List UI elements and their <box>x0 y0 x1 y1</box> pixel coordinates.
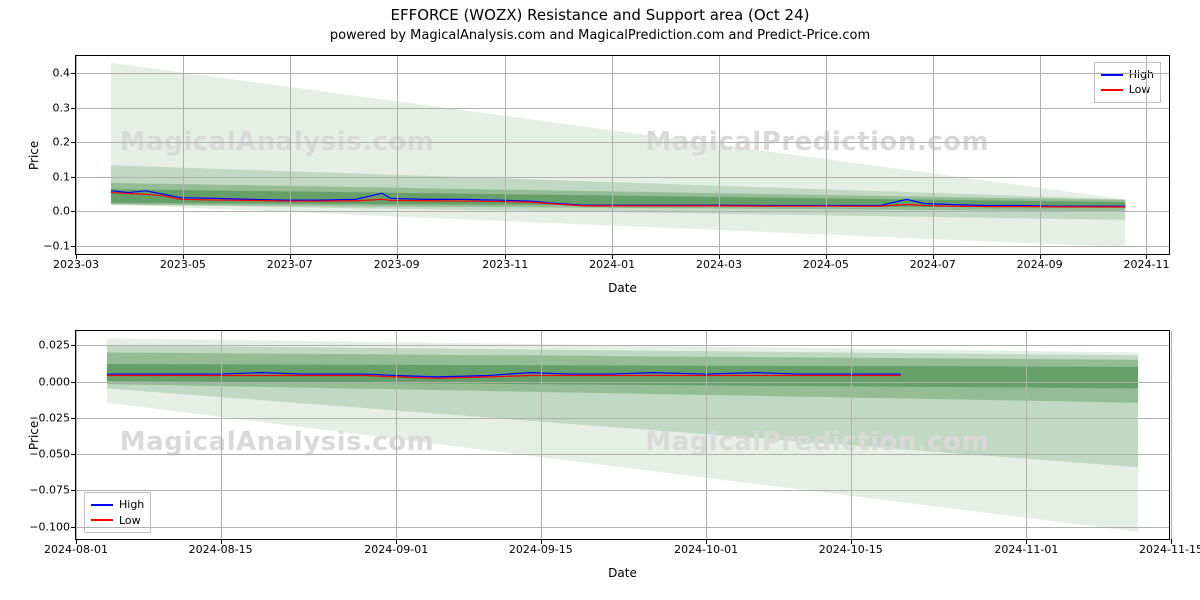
bottom-y-axis-label: Price <box>27 421 41 450</box>
bottom-chart-svg <box>76 331 1169 539</box>
y-tick-label: −0.100 <box>29 520 76 533</box>
gridline-horizontal <box>76 454 1169 455</box>
gridline-horizontal <box>76 73 1169 74</box>
chart-title: EFFORCE (WOZX) Resistance and Support ar… <box>0 6 1200 24</box>
legend-item: High <box>91 497 144 512</box>
gridline-horizontal <box>76 418 1169 419</box>
x-tick-label: 2024-09-01 <box>364 539 428 556</box>
gridline-horizontal <box>76 527 1169 528</box>
support-resistance-band <box>111 63 1125 247</box>
x-tick-label: 2024-11-01 <box>994 539 1058 556</box>
gridline-vertical <box>1040 56 1041 254</box>
gridline-vertical <box>826 56 827 254</box>
x-tick-label: 2024-01 <box>589 254 635 271</box>
x-tick-label: 2024-08-01 <box>44 539 108 556</box>
legend-swatch <box>91 519 113 521</box>
y-tick-label: 0.3 <box>53 101 77 114</box>
y-tick-label: 0.2 <box>53 136 77 149</box>
x-tick-label: 2024-07 <box>910 254 956 271</box>
y-tick-label: 0.000 <box>39 375 77 388</box>
gridline-horizontal <box>76 246 1169 247</box>
legend-label: High <box>119 497 144 512</box>
x-tick-label: 2024-09-15 <box>509 539 573 556</box>
top-x-axis-label: Date <box>75 281 1170 295</box>
gridline-vertical <box>290 56 291 254</box>
gridline-horizontal <box>76 142 1169 143</box>
gridline-horizontal <box>76 382 1169 383</box>
gridline-vertical <box>76 331 77 539</box>
x-tick-label: 2023-11 <box>482 254 528 271</box>
x-tick-label: 2024-09 <box>1017 254 1063 271</box>
gridline-vertical <box>183 56 184 254</box>
y-tick-label: 0.0 <box>53 205 77 218</box>
x-tick-label: 2023-07 <box>267 254 313 271</box>
y-tick-label: −0.075 <box>29 484 76 497</box>
top-chart-svg <box>76 56 1169 254</box>
gridline-vertical <box>1146 56 1147 254</box>
gridline-horizontal <box>76 211 1169 212</box>
gridline-vertical <box>505 56 506 254</box>
gridline-vertical <box>706 331 707 539</box>
gridline-vertical <box>541 331 542 539</box>
legend-top: HighLow <box>1094 62 1161 103</box>
gridline-vertical <box>1171 331 1172 539</box>
x-tick-label: 2024-03 <box>696 254 742 271</box>
x-tick-label: 2023-03 <box>53 254 99 271</box>
gridline-vertical <box>851 331 852 539</box>
top-y-axis-label: Price <box>27 141 41 170</box>
legend-swatch <box>91 504 113 506</box>
y-tick-label: 0.1 <box>53 170 77 183</box>
x-tick-label: 2024-05 <box>803 254 849 271</box>
gridline-vertical <box>1026 331 1027 539</box>
gridline-vertical <box>933 56 934 254</box>
y-tick-label: 0.4 <box>53 67 77 80</box>
gridline-vertical <box>612 56 613 254</box>
gridline-vertical <box>221 331 222 539</box>
chart-subtitle: powered by MagicalAnalysis.com and Magic… <box>0 28 1200 43</box>
x-tick-label: 2023-09 <box>374 254 420 271</box>
x-tick-label: 2024-11 <box>1123 254 1169 271</box>
bottom-x-axis-label: Date <box>75 566 1170 580</box>
gridline-vertical <box>396 331 397 539</box>
x-tick-label: 2024-08-15 <box>189 539 253 556</box>
x-tick-label: 2024-10-01 <box>674 539 738 556</box>
gridline-horizontal <box>76 490 1169 491</box>
legend-label: High <box>1129 67 1154 82</box>
x-tick-label: 2024-11-15 <box>1139 539 1200 556</box>
x-tick-label: 2023-05 <box>160 254 206 271</box>
y-tick-label: 0.025 <box>39 339 77 352</box>
bottom-chart-panel: MagicalAnalysis.com MagicalPrediction.co… <box>75 330 1170 540</box>
gridline-horizontal <box>76 108 1169 109</box>
legend-swatch <box>1101 89 1123 91</box>
gridline-horizontal <box>76 177 1169 178</box>
x-tick-label: 2024-10-15 <box>819 539 883 556</box>
gridline-vertical <box>719 56 720 254</box>
gridline-horizontal <box>76 345 1169 346</box>
figure: EFFORCE (WOZX) Resistance and Support ar… <box>0 0 1200 600</box>
y-tick-label: −0.1 <box>43 239 76 252</box>
gridline-vertical <box>397 56 398 254</box>
gridline-vertical <box>76 56 77 254</box>
top-chart-panel: MagicalAnalysis.com MagicalPrediction.co… <box>75 55 1170 255</box>
